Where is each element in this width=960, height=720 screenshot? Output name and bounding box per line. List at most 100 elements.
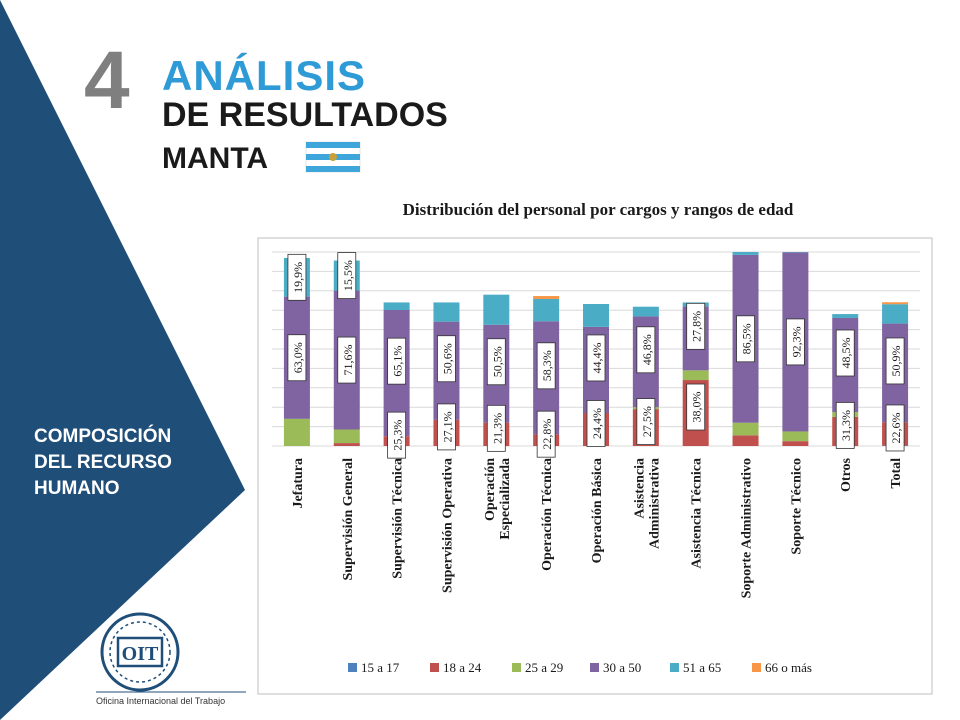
category-label: Supervisión General [341,458,356,581]
legend-label: 18 a 24 [443,660,482,675]
data-label-box [337,252,357,299]
data-label-box [835,402,855,449]
data-label-box [636,398,656,445]
category-label: Jefatura [291,458,306,509]
bar-segment [433,302,460,322]
legend-swatch [512,663,521,672]
category-label: Operación [483,458,498,521]
manta-flag-icon [305,141,361,173]
data-label-text: 15,5% [341,260,355,291]
data-label-text: 63,0% [291,342,305,373]
category-label: Total [889,458,904,489]
data-label-box [736,315,755,363]
data-label-text: 50,9% [889,345,903,376]
data-label-text: 22,6% [889,412,903,443]
bar-segment [533,298,560,322]
data-label-text: 50,5% [490,346,504,377]
data-label-box [536,410,556,458]
data-label-text: 86,5% [740,323,754,354]
data-label: 50,5% [486,338,506,386]
data-label-text: 65,1% [391,346,405,377]
legend-swatch [430,663,439,672]
data-label: 27,5% [636,398,656,445]
data-label-text: 21,3% [490,413,504,444]
data-label-box [586,334,606,382]
data-label-text: 38,0% [690,392,704,423]
data-label: 50,6% [437,335,456,383]
category-label: Asistencia [632,458,647,519]
data-label: 92,3% [785,318,805,366]
legend-label: 51 a 65 [683,660,721,675]
data-label-box [486,404,506,452]
bar-segment [882,304,909,324]
data-label-box [337,336,357,384]
legend-label: 15 a 17 [361,660,400,675]
data-label: 15,5% [337,252,357,299]
data-label: 86,5% [736,315,755,363]
data-label: 31,3% [835,402,855,449]
data-label-box [636,326,656,374]
category-label: Soporte Administrativo [740,458,755,598]
data-label: 50,9% [885,337,905,385]
category-label: Operación Técnica [540,458,555,571]
data-label-box [686,383,706,431]
data-label-text: 44,4% [590,342,604,373]
data-label-text: 27,8% [690,311,704,342]
data-label: 46,8% [636,326,656,374]
svg-text:OIT: OIT [122,643,159,665]
legend-label: 66 o más [765,660,812,675]
oit-logo-icon: OIT [100,612,180,692]
sidebar-caption-line2: DEL RECURSO [34,452,172,473]
data-label-box [287,253,307,301]
bar-segment [333,443,360,446]
legend-swatch [670,663,679,672]
bar-segment [882,302,909,305]
data-label-text: 25,3% [391,420,405,451]
header-title-line1: ANÁLISIS [162,52,367,99]
data-label: 21,3% [486,404,506,452]
data-label-box [885,404,905,452]
side-panel [0,0,245,720]
data-label-box [486,338,506,386]
data-label-text: 19,9% [291,262,305,293]
data-label-box [387,337,407,385]
category-label: Supervisión Técnica [391,458,406,579]
data-label-box [287,334,307,382]
data-label: 27,1% [437,403,456,451]
data-label: 22,8% [536,410,556,458]
category-label: Otros [839,457,854,492]
bar-segment [533,296,560,299]
data-label: 65,1% [387,337,407,385]
data-label-text: 92,3% [789,326,803,357]
data-label-box [835,329,855,377]
category-label: Supervisión Operativa [440,458,455,593]
stacked-bar-chart: 19,9% 63,0% Jefatura 15,5% 71,6% Supervisión … [272,251,920,598]
bar-segment [483,294,510,325]
bar-segment [832,314,859,318]
data-label: 44,4% [586,334,606,382]
bar-segment [732,422,759,436]
data-label-text: 27,5% [640,406,654,437]
data-label-box [536,342,556,390]
data-label: 71,6% [337,336,357,384]
sidebar-caption: COMPOSICIÓN DEL RECURSO HUMANO [34,424,234,502]
data-label-text: 27,1% [440,411,454,442]
data-label-text: 48,5% [839,338,853,369]
data-label-box [387,411,407,459]
data-label-box [885,337,905,385]
data-label: 22,6% [885,404,905,452]
bar-segment [782,431,809,442]
data-label-text: 46,8% [640,334,654,365]
category-label: Asistencia Técnica [690,458,705,569]
legend-swatch [752,663,761,672]
chart-legend: 15 a 17 18 a 24 25 a 29 30 a 50 51 a 65 66 o … [348,660,812,675]
data-label: 19,9% [287,253,307,301]
data-label-box [437,403,456,451]
sidebar-caption-line3: HUMANO [34,478,120,499]
bar-segment [732,435,759,446]
data-label-text: 71,6% [341,345,355,376]
data-label: 38,0% [686,383,706,431]
data-label-text: 58,3% [540,350,554,381]
category-label: Administrativa [647,458,662,549]
